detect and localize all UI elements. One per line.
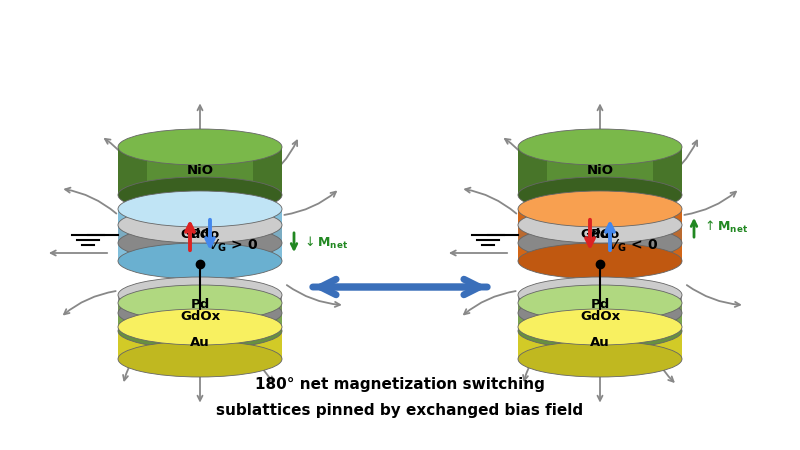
Polygon shape [118,327,146,359]
Text: GdCo: GdCo [580,229,620,242]
Polygon shape [654,209,682,261]
Text: Pd: Pd [190,297,210,310]
Ellipse shape [518,341,682,377]
Text: NiO: NiO [186,165,214,177]
Ellipse shape [518,243,682,279]
Polygon shape [654,303,682,331]
Text: Pd: Pd [590,228,610,240]
Ellipse shape [518,285,682,321]
Ellipse shape [518,309,682,345]
Polygon shape [254,147,282,195]
Ellipse shape [518,225,682,261]
Text: $\downarrow$M$_\mathregular{net}$: $\downarrow$M$_\mathregular{net}$ [302,235,348,251]
Text: $\uparrow$M$_\mathregular{net}$: $\uparrow$M$_\mathregular{net}$ [702,219,748,235]
Text: GdOx: GdOx [580,310,620,324]
Polygon shape [118,225,146,243]
Polygon shape [118,147,146,195]
Text: $\mathit{V}_\mathregular{G}$ > 0: $\mathit{V}_\mathregular{G}$ > 0 [208,238,258,254]
Polygon shape [254,303,282,331]
Ellipse shape [118,207,282,243]
Polygon shape [518,295,546,313]
Polygon shape [254,209,282,261]
Ellipse shape [518,277,682,313]
Polygon shape [118,209,146,261]
Ellipse shape [118,225,282,261]
Text: 180° net magnetization switching: 180° net magnetization switching [255,378,545,392]
Polygon shape [654,295,682,313]
Ellipse shape [518,207,682,243]
FancyBboxPatch shape [118,147,282,195]
FancyBboxPatch shape [118,225,282,243]
Polygon shape [518,303,546,331]
Polygon shape [654,225,682,243]
Ellipse shape [118,341,282,377]
FancyBboxPatch shape [118,327,282,359]
Polygon shape [654,147,682,195]
FancyBboxPatch shape [518,147,682,195]
FancyBboxPatch shape [518,303,682,331]
Polygon shape [254,295,282,313]
Ellipse shape [518,313,682,349]
Ellipse shape [118,309,282,345]
FancyBboxPatch shape [518,225,682,243]
Polygon shape [118,303,146,331]
FancyBboxPatch shape [118,303,282,331]
Text: Pd: Pd [190,228,210,240]
Text: sublattices pinned by exchanged bias field: sublattices pinned by exchanged bias fie… [217,402,583,418]
Polygon shape [518,327,546,359]
Ellipse shape [518,129,682,165]
FancyBboxPatch shape [118,295,282,313]
FancyBboxPatch shape [518,209,682,261]
Text: Au: Au [190,337,210,350]
Text: GdCo: GdCo [180,229,220,242]
Text: GdOx: GdOx [180,310,220,324]
Polygon shape [118,295,146,313]
Ellipse shape [518,191,682,227]
Polygon shape [518,225,546,243]
Text: NiO: NiO [586,165,614,177]
Polygon shape [654,327,682,359]
FancyBboxPatch shape [518,295,682,313]
Polygon shape [254,327,282,359]
Text: $\mathit{V}_\mathregular{G}$ < 0: $\mathit{V}_\mathregular{G}$ < 0 [608,238,658,254]
Ellipse shape [118,295,282,331]
Ellipse shape [518,295,682,331]
FancyBboxPatch shape [118,209,282,261]
Polygon shape [518,209,546,261]
Ellipse shape [518,177,682,213]
Polygon shape [518,147,546,195]
Ellipse shape [118,129,282,165]
Ellipse shape [118,191,282,227]
Text: Pd: Pd [590,297,610,310]
Text: Au: Au [590,337,610,350]
Ellipse shape [118,285,282,321]
Ellipse shape [118,177,282,213]
Ellipse shape [118,277,282,313]
FancyBboxPatch shape [518,327,682,359]
Polygon shape [254,225,282,243]
Ellipse shape [118,313,282,349]
Ellipse shape [118,243,282,279]
